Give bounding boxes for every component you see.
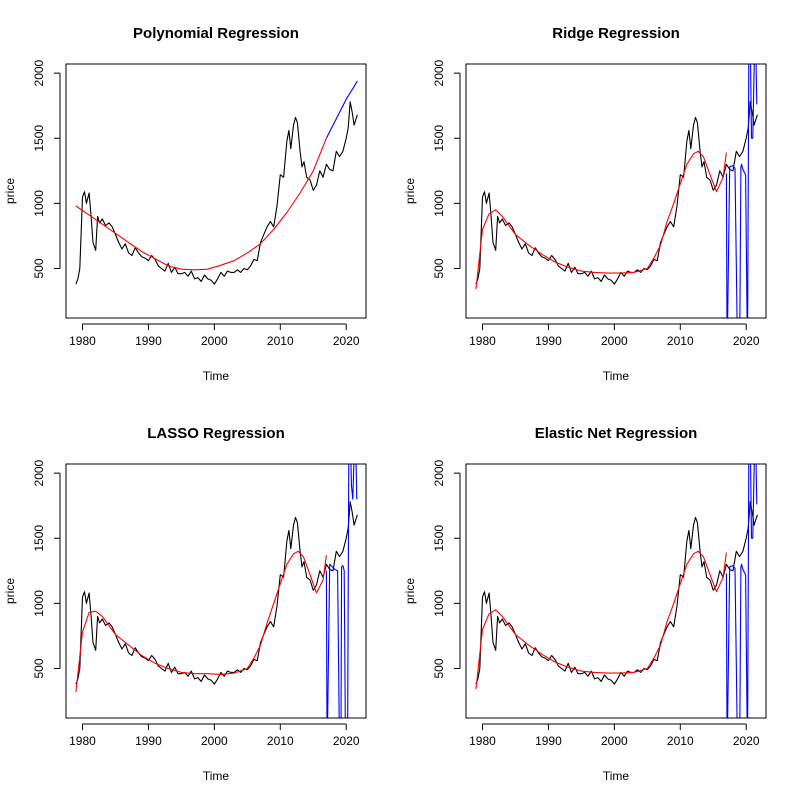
chart-panel-4: Elastic Net Regression 1980 1990 2000 2010 20… [403, 425, 767, 783]
y-tick-label: 500 [32, 258, 46, 278]
x-tick-label: 1980 [469, 334, 496, 348]
x-tick-label: 1990 [535, 734, 562, 748]
y-tick-label: 1500 [32, 125, 46, 152]
observed-series-line [75, 101, 358, 285]
x-axis: 1980 1990 2000 2010 2020 [469, 723, 760, 748]
chart-title: Polynomial Regression [133, 25, 299, 42]
y-tick-label: 1500 [432, 125, 446, 152]
y-tick-label: 1500 [432, 525, 446, 552]
x-tick-label: 2000 [201, 734, 228, 748]
y-axis: 500 1000 1500 2000 [432, 59, 461, 279]
chart-panel-1: Polynomial Regression 1980 1990 2000 2010 202… [3, 25, 367, 383]
x-axis: 1980 1990 2000 2010 2020 [69, 323, 360, 348]
y-tick-label: 1000 [32, 190, 46, 217]
fit-series-line [475, 150, 727, 290]
y-axis-label: price [403, 178, 417, 204]
forecast-series-line [725, 64, 758, 318]
x-axis-label: Time [603, 769, 630, 783]
x-axis: 1980 1990 2000 2010 2020 [469, 323, 760, 348]
x-tick-label: 2010 [267, 334, 294, 348]
x-axis-label: Time [203, 769, 230, 783]
x-axis-label: Time [203, 369, 230, 383]
x-tick-label: 2020 [733, 334, 760, 348]
x-tick-label: 2010 [267, 734, 294, 748]
x-tick-label: 2020 [333, 734, 360, 748]
plot-frame [465, 63, 767, 319]
fit-series-line [75, 137, 327, 271]
x-axis-label: Time [603, 369, 630, 383]
y-tick-label: 1000 [432, 190, 446, 217]
chart-title: Ridge Regression [552, 25, 680, 42]
chart-title: LASSO Regression [147, 425, 285, 442]
y-axis: 500 1000 1500 2000 [432, 459, 461, 679]
forecast-series-line [325, 80, 358, 139]
x-tick-label: 1980 [69, 734, 96, 748]
observed-series-line [75, 501, 358, 685]
x-tick-label: 1980 [469, 734, 496, 748]
y-axis-label: price [3, 178, 17, 204]
x-tick-label: 2000 [601, 734, 628, 748]
forecast-series-line [725, 464, 758, 718]
chart-title: Elastic Net Regression [535, 425, 698, 442]
x-tick-label: 1990 [135, 334, 162, 348]
x-tick-label: 2010 [667, 334, 694, 348]
y-axis-label: price [403, 578, 417, 604]
fit-series-line [75, 550, 327, 692]
y-tick-label: 1000 [432, 590, 446, 617]
y-tick-label: 1000 [32, 590, 46, 617]
y-axis-label: price [3, 578, 17, 604]
y-tick-label: 500 [432, 258, 446, 278]
x-tick-label: 1980 [69, 334, 96, 348]
chart-panel-3: LASSO Regression 1980 1990 2000 2010 2020 Time… [3, 425, 367, 783]
y-tick-label: 500 [32, 658, 46, 678]
x-tick-label: 2020 [333, 334, 360, 348]
y-tick-label: 2000 [432, 459, 446, 486]
y-axis: 500 1000 1500 2000 [32, 459, 61, 679]
x-tick-label: 2010 [667, 734, 694, 748]
x-tick-label: 2000 [201, 334, 228, 348]
fit-series-line [475, 550, 727, 690]
x-tick-label: 2020 [733, 734, 760, 748]
plot-frame [65, 463, 367, 719]
y-tick-label: 2000 [32, 459, 46, 486]
y-tick-label: 2000 [432, 59, 446, 86]
plot-frame [465, 463, 767, 719]
y-tick-label: 2000 [32, 59, 46, 86]
x-tick-label: 1990 [535, 334, 562, 348]
plot-frame [65, 63, 367, 319]
chart-panel-2: Ridge Regression 1980 1990 2000 2010 2020 Time… [403, 25, 767, 383]
x-tick-label: 2000 [601, 334, 628, 348]
y-tick-label: 500 [432, 658, 446, 678]
forecast-series-line [325, 464, 358, 718]
observed-series-line [475, 101, 758, 285]
x-axis: 1980 1990 2000 2010 2020 [69, 723, 360, 748]
y-tick-label: 1500 [32, 525, 46, 552]
y-axis: 500 1000 1500 2000 [32, 59, 61, 279]
observed-series-line [475, 501, 758, 685]
x-tick-label: 1990 [135, 734, 162, 748]
